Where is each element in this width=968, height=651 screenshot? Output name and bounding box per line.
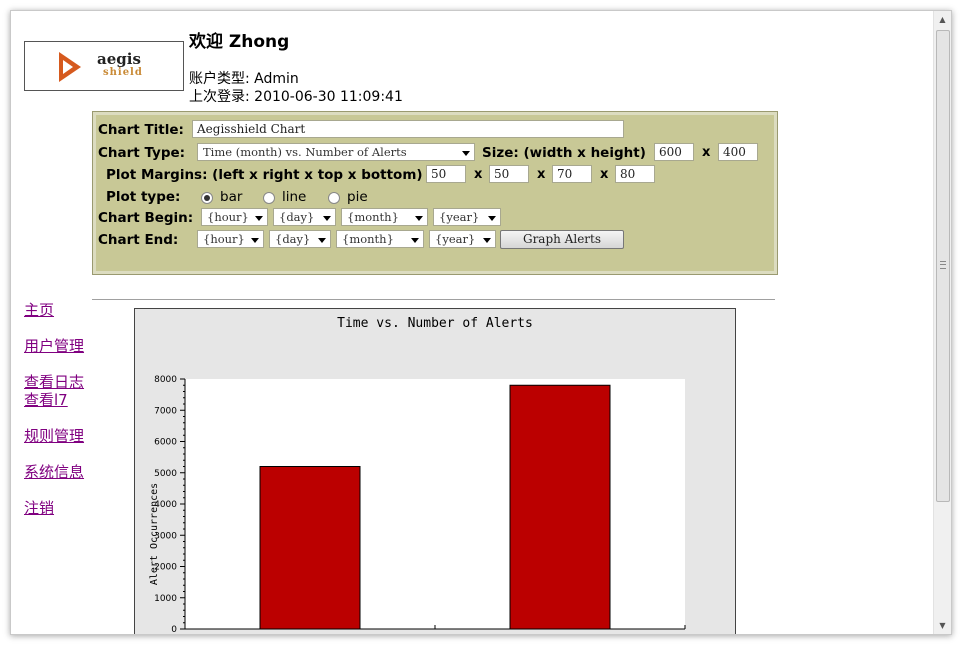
end-day-select[interactable]: {day} [269, 230, 331, 248]
scroll-down-arrow-icon[interactable]: ▼ [939, 621, 946, 630]
chevron-down-icon [251, 238, 259, 243]
end-day-value: {day} [275, 232, 311, 246]
margin-separator-3: x [600, 167, 609, 182]
account-type: 账户类型: Admin [189, 71, 299, 87]
grip-icon [940, 261, 946, 269]
y-tick-label: 4000 [154, 500, 177, 510]
vertical-scrollbar[interactable]: ▲ ▼ [933, 11, 951, 634]
chevron-down-icon [255, 216, 263, 221]
end-year-select[interactable]: {year} [429, 230, 496, 248]
nav-logout-link[interactable]: 注销 [24, 499, 55, 517]
y-tick-label: 2000 [154, 563, 177, 573]
margin-right-input[interactable]: 50 [489, 165, 529, 183]
begin-hour-select[interactable]: {hour} [201, 208, 268, 226]
nav-view-l7-link[interactable]: 查看l7 [24, 391, 68, 409]
divider [92, 299, 775, 300]
chevron-down-icon [488, 216, 496, 221]
begin-year-value: {year} [439, 210, 480, 224]
chart-begin-label: Chart Begin: [98, 210, 194, 226]
chart-title-label: Chart Title: [98, 122, 184, 138]
y-tick-label: 5000 [154, 469, 177, 479]
margin-top-input[interactable]: 70 [552, 165, 592, 183]
y-tick-label: 1000 [154, 594, 177, 604]
chevron-down-icon [411, 238, 419, 243]
nav-rule-management-link[interactable]: 规则管理 [24, 427, 85, 445]
alerts-chart-svg: Time vs. Number of Alerts 0 1000 2000 3000 4… [149, 316, 686, 635]
logo-text: aegis [97, 50, 141, 68]
height-input[interactable]: 400 [718, 143, 758, 161]
begin-month-select[interactable]: {month} [341, 208, 428, 226]
alerts-chart: Time vs. Number of Alerts 0 1000 2000 3000 4… [134, 308, 736, 635]
plot-type-pie-label: pie [347, 189, 368, 205]
plot-type-pie-radio[interactable] [328, 192, 340, 204]
plot-type-bar-radio[interactable] [201, 192, 213, 204]
margin-bottom-input[interactable]: 80 [615, 165, 655, 183]
chevron-down-icon [415, 216, 423, 221]
bar [509, 384, 611, 630]
logo-subtext: shield [103, 67, 143, 78]
bar [259, 466, 361, 630]
plot-type-bar-label: bar [220, 189, 243, 205]
end-month-value: {month} [342, 232, 394, 246]
y-tick-label: 3000 [154, 531, 177, 541]
plot-type-line-radio[interactable] [263, 192, 275, 204]
end-year-value: {year} [435, 232, 476, 246]
size-label: Size: (width x height) [482, 145, 646, 161]
y-axis-label: Alert Occurrences [149, 483, 160, 585]
y-tick-label: 8000 [154, 375, 177, 385]
chart-title: Time vs. Number of Alerts [337, 316, 533, 331]
chart-end-label: Chart End: [98, 232, 179, 248]
chevron-down-icon [462, 151, 470, 156]
begin-hour-value: {hour} [207, 210, 249, 224]
chart-title-input[interactable]: Aegisshield Chart [192, 120, 624, 138]
begin-month-value: {month} [347, 210, 399, 224]
plot-type-line-label: line [282, 189, 307, 205]
welcome-heading: 欢迎 Zhong [189, 32, 290, 52]
margin-separator-1: x [474, 167, 483, 182]
nav-view-logs-link[interactable]: 查看日志 [24, 373, 85, 391]
nav-user-management-link[interactable]: 用户管理 [24, 337, 85, 355]
chart-type-value: Time (month) vs. Number of Alerts [203, 145, 407, 159]
size-separator: x [702, 145, 711, 160]
logo-arrow-icon [59, 52, 81, 82]
chart-type-label: Chart Type: [98, 145, 186, 161]
plot-type-label: Plot type: [106, 189, 181, 205]
begin-day-value: {day} [279, 210, 315, 224]
logo: aegis shield [24, 41, 184, 91]
plot-margins-label: Plot Margins: (left x right x top x bott… [106, 167, 423, 183]
y-tick-label: 0 [171, 625, 177, 635]
margin-separator-2: x [537, 167, 546, 182]
graph-alerts-button[interactable]: Graph Alerts [500, 230, 624, 249]
end-hour-value: {hour} [203, 232, 245, 246]
scroll-up-arrow-icon[interactable]: ▲ [939, 15, 946, 24]
browser-window: ▲ ▼ aegis shield 欢迎 Zhong 账户类型: Admin 上次… [10, 10, 952, 635]
chevron-down-icon [318, 238, 326, 243]
end-month-select[interactable]: {month} [336, 230, 424, 248]
end-hour-select[interactable]: {hour} [197, 230, 264, 248]
margin-left-input[interactable]: 50 [426, 165, 466, 183]
begin-day-select[interactable]: {day} [273, 208, 336, 226]
begin-year-select[interactable]: {year} [433, 208, 501, 226]
chart-options-form: Chart Title: Aegisshield Chart Chart Typ… [92, 111, 778, 275]
chart-type-select[interactable]: Time (month) vs. Number of Alerts [197, 143, 475, 161]
y-tick-label: 7000 [154, 406, 177, 416]
nav-system-info-link[interactable]: 系统信息 [24, 463, 85, 481]
y-tick-label: 6000 [154, 438, 177, 448]
chevron-down-icon [483, 238, 491, 243]
last-login: 上次登录: 2010-06-30 11:09:41 [189, 89, 403, 105]
scrollbar-thumb[interactable] [936, 30, 950, 502]
width-input[interactable]: 600 [654, 143, 694, 161]
nav-home-link[interactable]: 主页 [24, 301, 55, 319]
chevron-down-icon [323, 216, 331, 221]
